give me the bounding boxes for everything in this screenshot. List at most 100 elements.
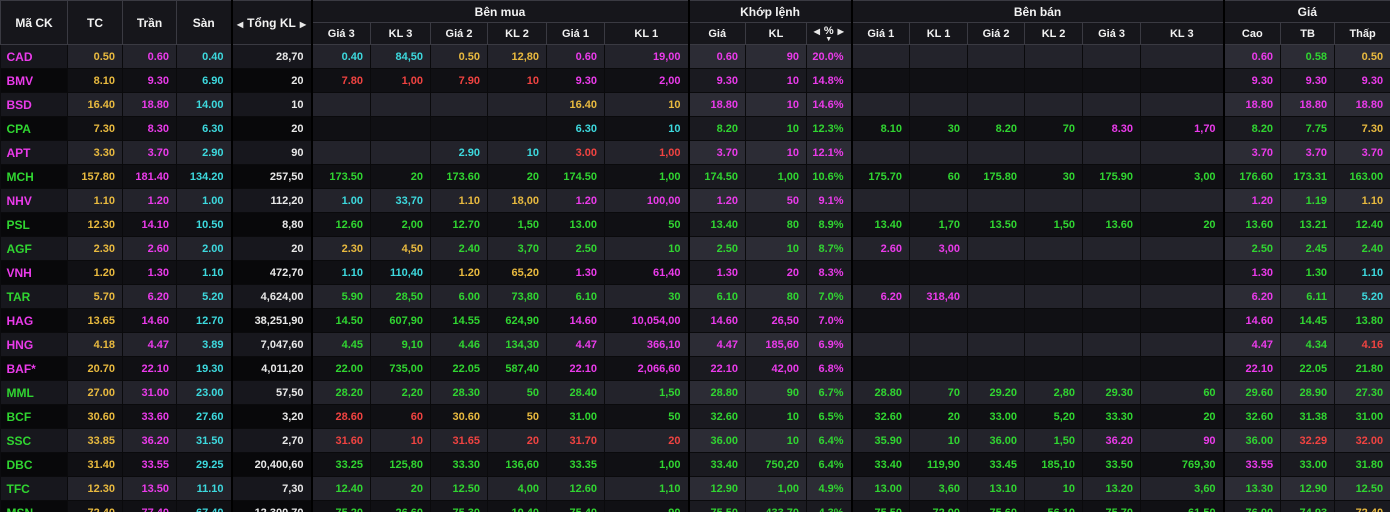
- buy-price-2-cell[interactable]: 2.90: [431, 141, 488, 165]
- buy-vol-2-cell[interactable]: 50: [488, 405, 547, 429]
- sell-vol-3-cell[interactable]: [1141, 93, 1224, 117]
- buy-price-1-cell[interactable]: 31.00: [547, 405, 605, 429]
- sell-price-1-cell[interactable]: [852, 261, 910, 285]
- buy-vol-1-cell[interactable]: 10: [605, 93, 689, 117]
- match-price-cell[interactable]: 6.10: [689, 285, 746, 309]
- sell-vol-1-cell[interactable]: 10: [910, 429, 968, 453]
- sell-price-3-cell[interactable]: 29.30: [1083, 381, 1141, 405]
- sell-vol-1-cell[interactable]: 60: [910, 165, 968, 189]
- buy-vol-3-cell[interactable]: 84,50: [371, 45, 431, 69]
- sell-vol-3-cell[interactable]: [1141, 237, 1224, 261]
- sell-price-2-cell[interactable]: [968, 45, 1025, 69]
- sell-vol-3-cell[interactable]: [1141, 69, 1224, 93]
- ticker-cell[interactable]: CPA: [1, 117, 68, 141]
- match-vol-cell[interactable]: 42,00: [746, 357, 807, 381]
- buy-price-2-cell[interactable]: 31.65: [431, 429, 488, 453]
- sell-vol-2-cell[interactable]: 10: [1025, 477, 1083, 501]
- sell-vol-3-cell[interactable]: [1141, 141, 1224, 165]
- match-vol-cell[interactable]: 433,70: [746, 501, 807, 512]
- sell-price-2-cell[interactable]: 33.00: [968, 405, 1025, 429]
- buy-price-3-cell[interactable]: 12.60: [312, 213, 371, 237]
- buy-vol-3-cell[interactable]: 735,00: [371, 357, 431, 381]
- sell-price-2-cell[interactable]: 36.00: [968, 429, 1025, 453]
- column-header-ticker[interactable]: Mã CK: [1, 1, 68, 45]
- column-header-buy-price-3[interactable]: Giá 3: [312, 23, 371, 45]
- sell-price-3-cell[interactable]: [1083, 285, 1141, 309]
- buy-vol-2-cell[interactable]: 10,40: [488, 501, 547, 512]
- buy-price-2-cell[interactable]: 2.40: [431, 237, 488, 261]
- sell-vol-1-cell[interactable]: 70: [910, 381, 968, 405]
- sell-vol-1-cell[interactable]: 1,70: [910, 213, 968, 237]
- sell-vol-3-cell[interactable]: 769,30: [1141, 453, 1224, 477]
- buy-price-3-cell[interactable]: 28.60: [312, 405, 371, 429]
- sell-vol-2-cell[interactable]: 185,10: [1025, 453, 1083, 477]
- buy-vol-1-cell[interactable]: 50: [605, 213, 689, 237]
- buy-vol-2-cell[interactable]: 20: [488, 429, 547, 453]
- sell-price-3-cell[interactable]: 8.30: [1083, 117, 1141, 141]
- buy-price-1-cell[interactable]: 1.30: [547, 261, 605, 285]
- sell-vol-2-cell[interactable]: 5,20: [1025, 405, 1083, 429]
- sell-vol-3-cell[interactable]: 3,60: [1141, 477, 1224, 501]
- sell-vol-3-cell[interactable]: [1141, 333, 1224, 357]
- buy-price-1-cell[interactable]: 33.35: [547, 453, 605, 477]
- buy-vol-3-cell[interactable]: 20: [371, 477, 431, 501]
- sell-price-3-cell[interactable]: [1083, 333, 1141, 357]
- buy-price-3-cell[interactable]: 28.20: [312, 381, 371, 405]
- buy-vol-3-cell[interactable]: [371, 141, 431, 165]
- match-price-cell[interactable]: 2.50: [689, 237, 746, 261]
- sell-price-1-cell[interactable]: 75.50: [852, 501, 910, 512]
- column-header-buy-price-1[interactable]: Giá 1: [547, 23, 605, 45]
- match-price-cell[interactable]: 0.60: [689, 45, 746, 69]
- buy-vol-3-cell[interactable]: 28,50: [371, 285, 431, 309]
- sell-vol-1-cell[interactable]: 30: [910, 117, 968, 141]
- buy-price-3-cell[interactable]: 7.80: [312, 69, 371, 93]
- sell-vol-1-cell[interactable]: [910, 261, 968, 285]
- buy-vol-3-cell[interactable]: 26,60: [371, 501, 431, 512]
- sell-price-3-cell[interactable]: [1083, 93, 1141, 117]
- buy-vol-3-cell[interactable]: 60: [371, 405, 431, 429]
- ticker-cell[interactable]: BSD: [1, 93, 68, 117]
- match-price-cell[interactable]: 28.80: [689, 381, 746, 405]
- column-header-match-price[interactable]: Giá: [689, 23, 746, 45]
- buy-vol-1-cell[interactable]: 1,00: [605, 141, 689, 165]
- match-price-cell[interactable]: 4.47: [689, 333, 746, 357]
- buy-vol-1-cell[interactable]: 2,066,60: [605, 357, 689, 381]
- sell-price-1-cell[interactable]: [852, 333, 910, 357]
- buy-vol-1-cell[interactable]: 2,00: [605, 69, 689, 93]
- buy-price-1-cell[interactable]: 2.50: [547, 237, 605, 261]
- match-price-cell[interactable]: 3.70: [689, 141, 746, 165]
- buy-vol-1-cell[interactable]: 1,00: [605, 165, 689, 189]
- ticker-cell[interactable]: DBC: [1, 453, 68, 477]
- sell-vol-1-cell[interactable]: 318,40: [910, 285, 968, 309]
- sell-price-2-cell[interactable]: 29.20: [968, 381, 1025, 405]
- buy-price-2-cell[interactable]: [431, 117, 488, 141]
- column-header-buy-vol-2[interactable]: KL 2: [488, 23, 547, 45]
- match-vol-cell[interactable]: 10: [746, 237, 807, 261]
- column-header-sell-price-1[interactable]: Giá 1: [852, 23, 910, 45]
- sell-price-2-cell[interactable]: [968, 261, 1025, 285]
- sell-vol-2-cell[interactable]: [1025, 309, 1083, 333]
- column-header-floor[interactable]: Sàn: [177, 1, 232, 45]
- sell-price-2-cell[interactable]: 13.10: [968, 477, 1025, 501]
- buy-vol-3-cell[interactable]: 10: [371, 429, 431, 453]
- buy-vol-3-cell[interactable]: [371, 117, 431, 141]
- sell-vol-3-cell[interactable]: 20: [1141, 405, 1224, 429]
- ticker-cell[interactable]: MML: [1, 381, 68, 405]
- match-vol-cell[interactable]: 90: [746, 45, 807, 69]
- buy-vol-2-cell[interactable]: 73,80: [488, 285, 547, 309]
- buy-price-1-cell[interactable]: 12.60: [547, 477, 605, 501]
- match-vol-cell[interactable]: 10: [746, 405, 807, 429]
- sell-vol-3-cell[interactable]: 3,00: [1141, 165, 1224, 189]
- match-vol-cell[interactable]: 10: [746, 429, 807, 453]
- buy-vol-1-cell[interactable]: 50: [605, 405, 689, 429]
- sell-vol-2-cell[interactable]: [1025, 333, 1083, 357]
- ticker-cell[interactable]: BCF: [1, 405, 68, 429]
- sell-vol-2-cell[interactable]: [1025, 237, 1083, 261]
- sell-vol-2-cell[interactable]: [1025, 141, 1083, 165]
- sell-price-1-cell[interactable]: [852, 45, 910, 69]
- buy-price-2-cell[interactable]: 6.00: [431, 285, 488, 309]
- buy-vol-2-cell[interactable]: 18,00: [488, 189, 547, 213]
- buy-price-1-cell[interactable]: 6.10: [547, 285, 605, 309]
- buy-price-1-cell[interactable]: 31.70: [547, 429, 605, 453]
- sell-price-1-cell[interactable]: 33.40: [852, 453, 910, 477]
